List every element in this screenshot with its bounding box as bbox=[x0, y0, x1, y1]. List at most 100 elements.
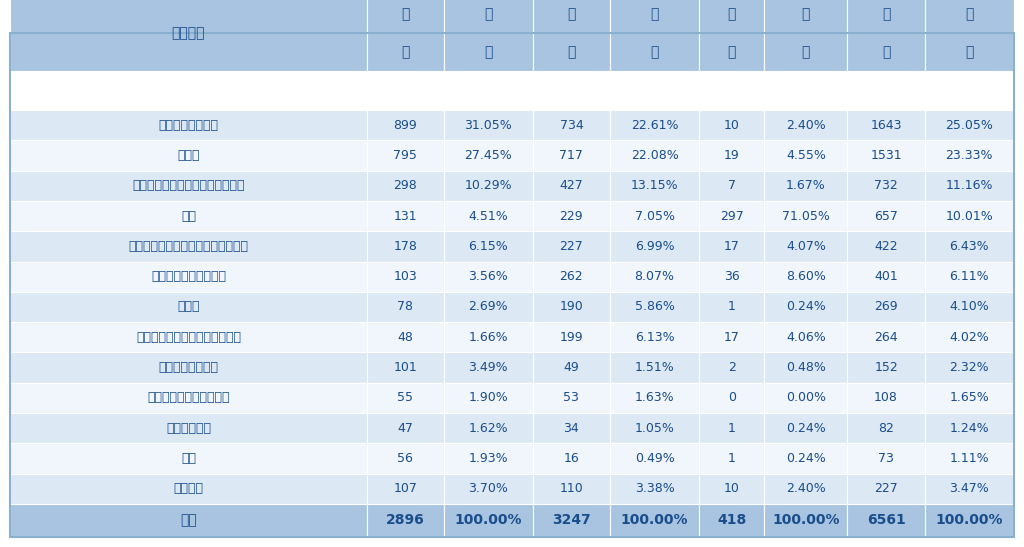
Text: 1.62%: 1.62% bbox=[468, 422, 508, 435]
Bar bbox=[443, 383, 532, 413]
Bar bbox=[10, 201, 367, 231]
Bar bbox=[367, 171, 443, 201]
Bar bbox=[532, 140, 610, 171]
Bar bbox=[610, 352, 699, 383]
Text: 53: 53 bbox=[563, 391, 580, 404]
Bar bbox=[367, 443, 443, 474]
Bar bbox=[532, 0, 610, 72]
Text: 899: 899 bbox=[393, 119, 417, 132]
Text: 73: 73 bbox=[879, 452, 894, 465]
Text: 190: 190 bbox=[559, 300, 584, 313]
Text: 比: 比 bbox=[650, 7, 658, 21]
Text: 27.45%: 27.45% bbox=[464, 149, 512, 162]
Text: 人: 人 bbox=[727, 7, 736, 21]
Text: 3.70%: 3.70% bbox=[468, 482, 508, 495]
Text: 1.51%: 1.51% bbox=[635, 361, 675, 374]
Bar bbox=[925, 292, 1014, 322]
Text: 人: 人 bbox=[882, 7, 890, 21]
Text: 25.05%: 25.05% bbox=[945, 119, 993, 132]
Text: 4.02%: 4.02% bbox=[949, 331, 989, 344]
Bar bbox=[848, 231, 925, 261]
Text: 401: 401 bbox=[874, 270, 898, 283]
Text: 比: 比 bbox=[965, 7, 974, 21]
Bar bbox=[610, 383, 699, 413]
Text: 55: 55 bbox=[397, 391, 413, 404]
Text: 78: 78 bbox=[397, 300, 413, 313]
Bar bbox=[10, 504, 367, 537]
Text: 总计: 总计 bbox=[180, 513, 197, 527]
Text: 107: 107 bbox=[393, 482, 417, 495]
Text: 人: 人 bbox=[401, 7, 410, 21]
Bar bbox=[699, 443, 764, 474]
Text: 1: 1 bbox=[728, 452, 735, 465]
Text: 101: 101 bbox=[393, 361, 417, 374]
Text: 717: 717 bbox=[559, 149, 584, 162]
Text: 1.24%: 1.24% bbox=[949, 422, 989, 435]
Bar bbox=[925, 231, 1014, 261]
Bar bbox=[367, 0, 443, 72]
Bar bbox=[610, 201, 699, 231]
Text: 3.47%: 3.47% bbox=[949, 482, 989, 495]
Bar bbox=[610, 140, 699, 171]
Bar bbox=[925, 383, 1014, 413]
Bar bbox=[764, 261, 848, 292]
Text: 0.00%: 0.00% bbox=[786, 391, 826, 404]
Text: 10.29%: 10.29% bbox=[465, 179, 512, 192]
Text: 56: 56 bbox=[397, 452, 413, 465]
Bar bbox=[443, 443, 532, 474]
Bar bbox=[532, 443, 610, 474]
Bar bbox=[925, 171, 1014, 201]
Bar bbox=[610, 292, 699, 322]
Text: 6.11%: 6.11% bbox=[949, 270, 989, 283]
Bar bbox=[925, 504, 1014, 537]
Bar bbox=[699, 171, 764, 201]
Bar bbox=[764, 171, 848, 201]
Bar bbox=[848, 171, 925, 201]
Text: 7.05%: 7.05% bbox=[635, 210, 675, 223]
Text: 229: 229 bbox=[559, 210, 584, 223]
Text: 4.55%: 4.55% bbox=[786, 149, 826, 162]
Bar bbox=[10, 110, 367, 140]
Bar bbox=[925, 140, 1014, 171]
Bar bbox=[610, 443, 699, 474]
Text: 10: 10 bbox=[724, 482, 739, 495]
Bar bbox=[699, 201, 764, 231]
Bar bbox=[699, 383, 764, 413]
Text: 租赁和商务服务业: 租赁和商务服务业 bbox=[159, 361, 218, 374]
Bar bbox=[925, 261, 1014, 292]
Text: 例: 例 bbox=[650, 45, 658, 59]
Bar bbox=[10, 383, 367, 413]
Bar bbox=[610, 474, 699, 504]
Bar bbox=[610, 231, 699, 261]
Bar bbox=[764, 110, 848, 140]
Bar bbox=[699, 0, 764, 72]
Bar bbox=[848, 292, 925, 322]
Bar bbox=[848, 504, 925, 537]
Bar bbox=[848, 201, 925, 231]
Bar bbox=[610, 413, 699, 443]
Bar bbox=[367, 261, 443, 292]
Text: 3.38%: 3.38% bbox=[635, 482, 675, 495]
Bar bbox=[848, 352, 925, 383]
Bar bbox=[443, 413, 532, 443]
Text: 152: 152 bbox=[874, 361, 898, 374]
Bar bbox=[532, 261, 610, 292]
Text: 1.66%: 1.66% bbox=[468, 331, 508, 344]
Bar bbox=[367, 201, 443, 231]
Bar bbox=[848, 413, 925, 443]
Text: 227: 227 bbox=[874, 482, 898, 495]
Text: 交通运输、仓储和邮政业: 交通运输、仓储和邮政业 bbox=[147, 391, 229, 404]
Text: 199: 199 bbox=[559, 331, 584, 344]
Bar bbox=[10, 0, 367, 72]
Text: 13.15%: 13.15% bbox=[631, 179, 678, 192]
Bar bbox=[699, 474, 764, 504]
Text: 0: 0 bbox=[728, 391, 735, 404]
Text: 8.60%: 8.60% bbox=[786, 270, 826, 283]
Bar bbox=[532, 413, 610, 443]
Text: 科学研究和技术服务业: 科学研究和技术服务业 bbox=[151, 270, 226, 283]
Text: 数: 数 bbox=[567, 45, 575, 59]
Text: 行业名称: 行业名称 bbox=[172, 26, 205, 40]
Text: 1: 1 bbox=[728, 422, 735, 435]
Text: 6.15%: 6.15% bbox=[468, 240, 508, 253]
Bar bbox=[925, 443, 1014, 474]
